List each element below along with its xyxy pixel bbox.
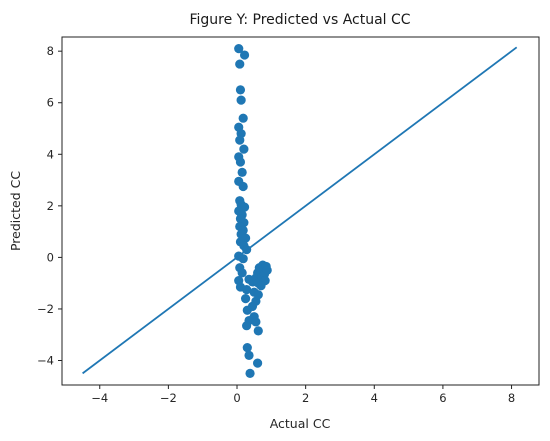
y-tick-label: 2: [47, 199, 54, 213]
scatter-point: [256, 281, 266, 291]
marks-layer: [82, 44, 518, 378]
scatter-point: [237, 167, 247, 177]
scatter-point: [235, 135, 245, 145]
y-tick-label: 4: [47, 147, 54, 161]
ticks-layer: −4 −2 0 2 4 6 8 −4 −2 0 2 4 6 8: [37, 44, 515, 405]
reference-line: [82, 46, 518, 375]
x-tick-label: 4: [371, 391, 378, 405]
scatter-point: [239, 144, 249, 154]
scatter-point: [242, 305, 252, 315]
x-tick-label: 2: [302, 391, 309, 405]
scatter-point: [253, 290, 263, 300]
chart-title: Figure Y: Predicted vs Actual CC: [189, 12, 410, 28]
scatter-point: [251, 317, 261, 327]
scatter-point: [245, 368, 255, 378]
scatter-point: [236, 95, 246, 105]
scatter-point: [253, 358, 263, 368]
scatter-point: [237, 268, 247, 278]
x-axis-title: Actual CC: [270, 416, 331, 431]
scatter-point: [238, 113, 248, 123]
scatter-point: [242, 343, 252, 353]
y-tick-label: 0: [47, 250, 54, 264]
y-tick-label: 6: [47, 96, 54, 110]
scatter-point: [244, 350, 254, 360]
scatter-point: [242, 321, 252, 331]
scatter-point: [240, 294, 251, 304]
scatter-point: [235, 59, 245, 69]
axes-frame: [61, 36, 540, 386]
y-tick-label: 8: [47, 44, 54, 58]
scatter-point: [242, 285, 252, 295]
x-tick-label: −2: [160, 391, 177, 405]
x-tick-label: 8: [508, 391, 515, 405]
scatter-point: [253, 326, 263, 336]
x-tick-label: 6: [439, 391, 446, 405]
scatter-point: [238, 181, 248, 192]
y-axis-title: Predicted CC: [8, 171, 23, 251]
y-tick-label: −2: [37, 302, 54, 316]
scatter-point: [239, 50, 250, 60]
scatter-point: [235, 85, 246, 95]
scatter-point: [262, 265, 272, 275]
scatter-point: [234, 44, 244, 54]
scatter-point: [238, 254, 248, 264]
x-tick-label: −4: [91, 391, 108, 405]
x-tick-label: 0: [233, 391, 240, 405]
scatter-point: [235, 157, 246, 167]
y-tick-label: −4: [37, 354, 54, 368]
